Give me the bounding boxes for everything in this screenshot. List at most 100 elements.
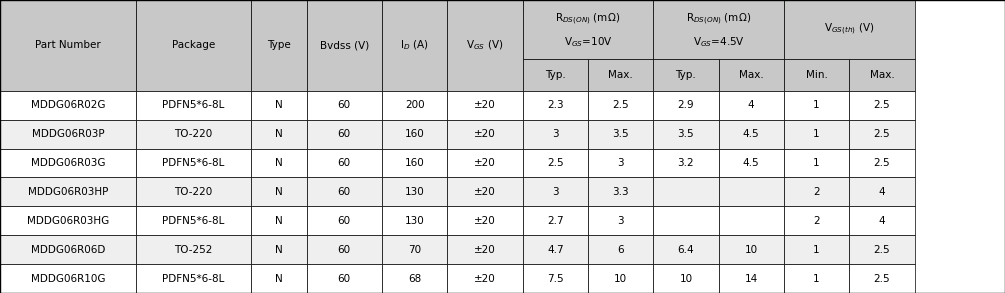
Bar	[784, 235, 849, 264]
Bar	[849, 149, 915, 178]
Bar	[307, 91, 382, 120]
Text: PDFN5*6-8L: PDFN5*6-8L	[162, 100, 225, 110]
Bar	[251, 120, 307, 149]
Bar	[849, 120, 915, 149]
Text: ±20: ±20	[474, 274, 495, 284]
Bar	[784, 91, 849, 120]
Text: 200: 200	[405, 100, 424, 110]
Bar	[588, 235, 653, 264]
Bar	[523, 120, 588, 149]
Bar	[251, 149, 307, 178]
Bar	[653, 149, 719, 178]
Text: ±20: ±20	[474, 100, 495, 110]
Text: Max.: Max.	[739, 70, 764, 80]
Text: ±20: ±20	[474, 187, 495, 197]
Text: 60: 60	[338, 129, 351, 139]
Bar	[784, 59, 849, 91]
Bar	[653, 0, 784, 12]
Text: MDDG06R03HP: MDDG06R03HP	[28, 187, 108, 197]
Bar	[588, 264, 653, 293]
Text: 60: 60	[338, 187, 351, 197]
Text: V$_{GS(th)}$ (V): V$_{GS(th)}$ (V)	[824, 22, 874, 37]
Text: 2.5: 2.5	[873, 100, 890, 110]
Bar	[719, 264, 784, 293]
Text: R$_{DS(ON)}$ (mΩ): R$_{DS(ON)}$ (mΩ)	[556, 12, 620, 27]
Bar	[447, 235, 523, 264]
Bar	[719, 178, 784, 206]
Text: 4: 4	[878, 187, 885, 197]
Bar	[0, 264, 136, 293]
Text: 1: 1	[813, 129, 820, 139]
Bar	[523, 91, 588, 120]
Text: PDFN5*6-8L: PDFN5*6-8L	[162, 274, 225, 284]
Bar	[251, 235, 307, 264]
Bar	[849, 206, 915, 235]
Text: ±20: ±20	[474, 216, 495, 226]
Bar	[307, 149, 382, 178]
Text: TO-220: TO-220	[174, 129, 213, 139]
Text: 4.5: 4.5	[743, 158, 760, 168]
Bar	[849, 235, 915, 264]
Bar	[251, 178, 307, 206]
Text: MDDG06R03HG: MDDG06R03HG	[27, 216, 109, 226]
Text: 2.9: 2.9	[677, 100, 694, 110]
Bar	[307, 120, 382, 149]
Bar	[382, 264, 447, 293]
Text: 2.5: 2.5	[873, 158, 890, 168]
Text: I$_D$ (A): I$_D$ (A)	[400, 39, 429, 52]
Text: N: N	[275, 100, 282, 110]
Bar	[0, 120, 136, 149]
Bar	[136, 206, 251, 235]
Bar	[719, 206, 784, 235]
Bar	[447, 149, 523, 178]
Bar	[588, 120, 653, 149]
Text: 2.5: 2.5	[873, 274, 890, 284]
Text: ±20: ±20	[474, 245, 495, 255]
Text: 68: 68	[408, 274, 421, 284]
Text: 4: 4	[878, 216, 885, 226]
Bar	[136, 149, 251, 178]
Text: MDDG06R03G: MDDG06R03G	[30, 158, 106, 168]
Text: Max.: Max.	[608, 70, 633, 80]
Text: 3: 3	[552, 187, 559, 197]
Bar	[849, 178, 915, 206]
Bar	[849, 91, 915, 120]
Bar	[523, 0, 653, 12]
Text: PDFN5*6-8L: PDFN5*6-8L	[162, 158, 225, 168]
Text: 10: 10	[745, 245, 758, 255]
Text: V$_{GS}$=10V: V$_{GS}$=10V	[564, 35, 612, 49]
Bar	[136, 264, 251, 293]
Text: N: N	[275, 129, 282, 139]
Text: R$_{DS(ON)}$ (mΩ): R$_{DS(ON)}$ (mΩ)	[686, 12, 751, 27]
Bar	[588, 91, 653, 120]
Text: 14: 14	[745, 274, 758, 284]
Bar	[307, 206, 382, 235]
Text: N: N	[275, 245, 282, 255]
Bar	[784, 178, 849, 206]
Bar	[382, 206, 447, 235]
Bar	[849, 59, 915, 91]
Bar	[447, 178, 523, 206]
Text: 2.5: 2.5	[612, 100, 629, 110]
Bar	[447, 264, 523, 293]
Text: 7.5: 7.5	[547, 274, 564, 284]
Text: 3.5: 3.5	[612, 129, 629, 139]
Text: TO-220: TO-220	[174, 187, 213, 197]
Text: ±20: ±20	[474, 129, 495, 139]
Bar	[523, 149, 588, 178]
Bar	[653, 235, 719, 264]
Text: 1: 1	[813, 158, 820, 168]
Text: 1: 1	[813, 274, 820, 284]
Text: N: N	[275, 274, 282, 284]
Bar	[307, 0, 382, 91]
Text: 2.5: 2.5	[547, 158, 564, 168]
Text: 3: 3	[617, 158, 624, 168]
Bar	[447, 206, 523, 235]
Bar	[0, 149, 136, 178]
Bar	[588, 206, 653, 235]
Text: PDFN5*6-8L: PDFN5*6-8L	[162, 216, 225, 226]
Bar	[523, 59, 588, 91]
Bar	[653, 0, 784, 59]
Bar	[0, 0, 136, 91]
Text: 2.7: 2.7	[547, 216, 564, 226]
